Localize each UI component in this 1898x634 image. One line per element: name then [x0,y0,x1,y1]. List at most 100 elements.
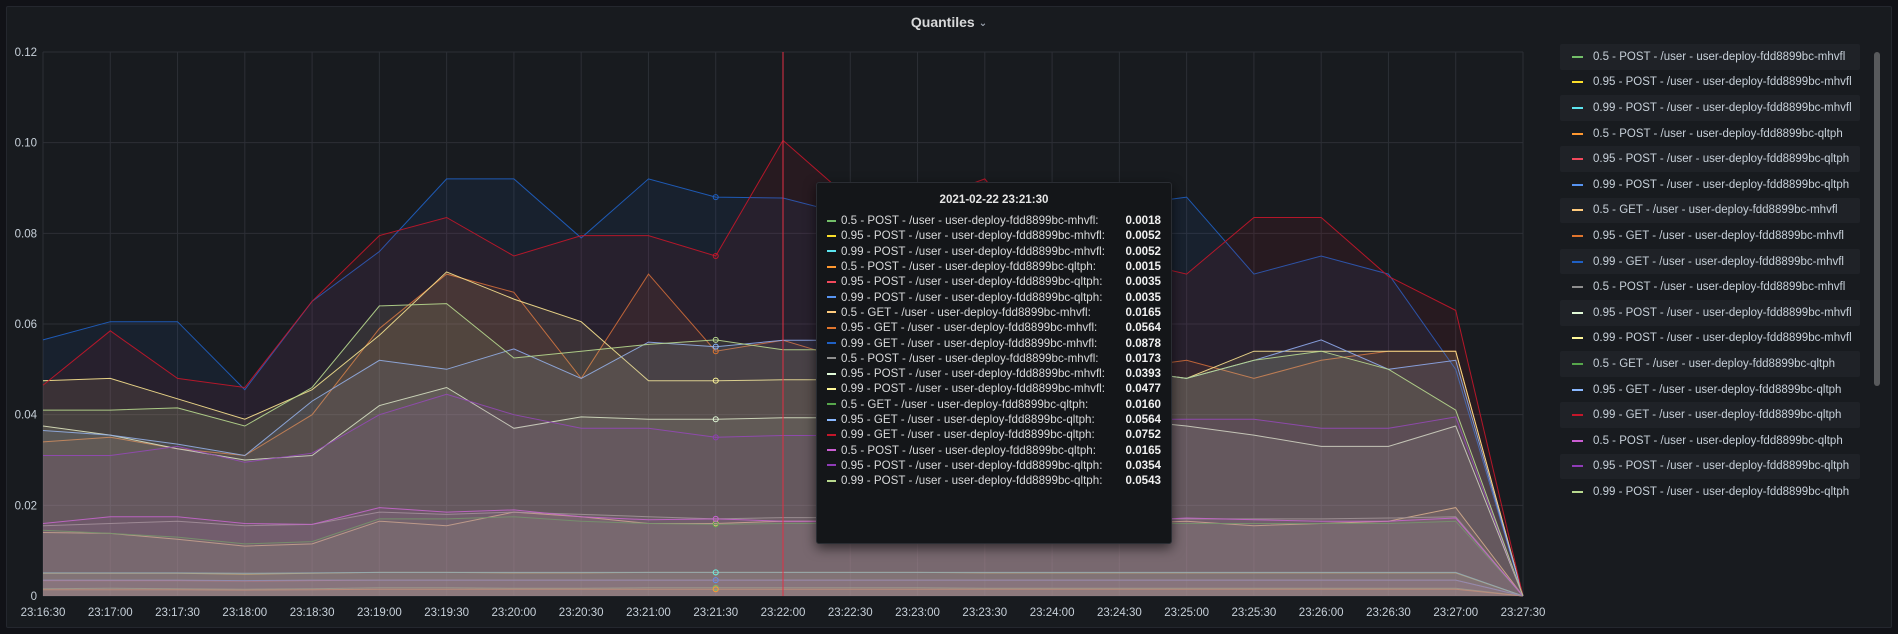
tooltip-swatch [827,449,836,452]
legend-item[interactable]: 0.95 - POST - /user - user-deploy-fdd889… [1560,453,1860,480]
legend-label: 0.95 - POST - /user - user-deploy-fdd889… [1593,76,1852,89]
tooltip-series-label: 0.99 - POST - /user - user-deploy-fdd889… [841,290,1103,304]
hover-point-14 [712,253,719,259]
x-tick-label: 23:22:00 [761,607,806,619]
tooltip-row: 0.95 - POST - /user - user-deploy-fdd889… [827,228,1161,243]
x-tick-label: 23:26:00 [1299,607,1344,619]
hover-point-10 [712,416,719,423]
legend-label: 0.95 - POST - /user - user-deploy-fdd889… [1593,153,1850,166]
tooltip-series-label: 0.99 - POST - /user - user-deploy-fdd889… [841,474,1103,488]
legend-label: 0.95 - GET - /user - user-deploy-fdd8899… [1593,229,1844,242]
legend-item[interactable]: 0.5 - POST - /user - user-deploy-fdd8899… [1560,428,1860,454]
hover-point-11 [712,377,719,384]
hover-point-5 [712,577,719,584]
legend-item[interactable]: 0.99 - POST - /user - user-deploy-fdd889… [1560,326,1860,352]
legend-item[interactable]: 0.5 - POST - /user - user-deploy-fdd8899… [1560,274,1860,300]
y-tick-label: 0.06 [15,319,37,331]
tooltip-series-label: 0.5 - GET - /user - user-deploy-fdd8899b… [841,305,1091,319]
tooltip-series-label: 0.95 - GET - /user - user-deploy-fdd8899… [841,413,1095,426]
chevron-down-icon[interactable]: ⌄ [978,18,988,29]
legend-swatch [1572,260,1583,263]
legend-scrollbar[interactable] [1874,52,1880,386]
legend-label: 0.5 - POST - /user - user-deploy-fdd8899… [1593,127,1843,140]
tooltip-title: 2021-02-22 23:21:30 [939,193,1049,206]
x-tick-label: 23:20:30 [559,607,604,619]
legend-item[interactable]: 0.99 - POST - /user - user-deploy-fdd889… [1560,172,1860,198]
hover-point-15 [712,515,719,522]
legend-swatch [1572,183,1583,186]
hover-point-13 [712,343,719,350]
tooltip-swatch [827,479,836,482]
legend-swatch [1572,286,1583,289]
tooltip-swatch [827,265,836,268]
legend-swatch [1572,362,1583,365]
legend-swatch [1572,388,1583,391]
tooltip-swatch [827,250,836,253]
hover-point-3 [712,586,719,593]
x-tick-label: 23:27:00 [1433,607,1478,619]
legend-label: 0.5 - POST - /user - user-deploy-fdd8899… [1593,50,1846,63]
y-tick-label: 0.12 [15,47,37,59]
legend-item[interactable]: 0.95 - GET - /user - user-deploy-fdd8899… [1560,377,1860,403]
x-tick-label: 23:16:30 [21,607,66,619]
legend-label: 0.95 - GET - /user - user-deploy-fdd8899… [1593,383,1842,396]
tooltip-series-label: 0.95 - GET - /user - user-deploy-fdd8899… [841,321,1098,335]
x-tick-label: 23:17:30 [155,607,200,619]
tooltip-series-value: 0.0564 [1125,321,1161,335]
tooltip-series-value: 0.0035 [1125,290,1161,304]
legend-item[interactable]: 0.5 - POST - /user - user-deploy-fdd8899… [1560,121,1860,147]
hover-tooltip: 2021-02-22 23:21:30 0.5 - POST - /user -… [816,182,1172,544]
x-tick-label: 23:24:00 [1030,607,1075,619]
tooltip-swatch [827,403,836,406]
tooltip-series-value: 0.0354 [1125,458,1161,472]
legend-item[interactable]: 0.5 - GET - /user - user-deploy-fdd8899b… [1560,351,1860,377]
legend-swatch [1572,490,1583,493]
panel-title-text[interactable]: Quantiles [910,14,975,30]
tooltip-row: 0.95 - GET - /user - user-deploy-fdd8899… [827,412,1161,427]
panel-title[interactable]: Quantiles ⌄ [7,14,1891,30]
tooltip-series-value: 0.0052 [1125,229,1161,243]
tooltip-swatch [827,372,836,375]
legend-swatch [1572,337,1583,340]
y-tick-label: 0.02 [15,500,37,512]
tooltip-row: 0.95 - POST - /user - user-deploy-fdd889… [827,274,1161,289]
legend-item[interactable]: 0.95 - GET - /user - user-deploy-fdd8899… [1560,223,1860,249]
legend-label: 0.5 - GET - /user - user-deploy-fdd8899b… [1593,357,1836,370]
legend-swatch [1572,439,1583,442]
tooltip-series-label: 0.95 - POST - /user - user-deploy-fdd889… [841,229,1105,243]
tooltip-series-value: 0.0165 [1125,443,1161,457]
x-tick-label: 23:22:30 [828,607,873,619]
tooltip-swatch [827,342,836,345]
legend-swatch [1572,465,1583,468]
tooltip-swatch [827,280,836,283]
x-tick-label: 23:21:00 [626,607,671,619]
tooltip-swatch [827,464,836,467]
legend-item[interactable]: 0.95 - POST - /user - user-deploy-fdd889… [1560,299,1860,326]
legend-item[interactable]: 0.5 - GET - /user - user-deploy-fdd8899b… [1560,197,1860,224]
legend-label: 0.99 - POST - /user - user-deploy-fdd889… [1593,178,1850,191]
x-tick-label: 23:18:30 [290,607,335,619]
tooltip-row: 0.95 - POST - /user - user-deploy-fdd889… [827,458,1161,473]
legend-item[interactable]: 0.95 - POST - /user - user-deploy-fdd889… [1560,70,1860,96]
tooltip-swatch [827,326,836,329]
tooltip-series-value: 0.0035 [1125,275,1161,289]
legend-label: 0.5 - POST - /user - user-deploy-fdd8899… [1593,281,1846,294]
tooltip-series-value: 0.0015 [1125,260,1161,274]
legend-item[interactable]: 0.95 - POST - /user - user-deploy-fdd889… [1560,146,1860,172]
tooltip-row: 0.95 - GET - /user - user-deploy-fdd8899… [827,320,1161,335]
tooltip-series-value: 0.0018 [1125,214,1161,228]
x-tick-label: 23:27:30 [1501,607,1546,619]
legend-item[interactable]: 0.99 - GET - /user - user-deploy-fdd8899… [1560,248,1860,275]
tooltip-series-value: 0.0160 [1125,397,1161,411]
legend-item[interactable]: 0.99 - GET - /user - user-deploy-fdd8899… [1560,402,1860,428]
y-tick-label: 0 [31,591,37,603]
legend-item[interactable]: 0.99 - POST - /user - user-deploy-fdd889… [1560,479,1860,505]
tooltip-series-label: 0.5 - POST - /user - user-deploy-fdd8899… [841,443,1096,457]
legend-item[interactable]: 0.99 - POST - /user - user-deploy-fdd889… [1560,95,1860,121]
tooltip-series-label: 0.5 - POST - /user - user-deploy-fdd8899… [841,260,1096,274]
x-tick-label: 23:25:00 [1164,607,1209,619]
legend-item[interactable]: 0.5 - POST - /user - user-deploy-fdd8899… [1560,44,1860,70]
x-tick-label: 23:17:00 [88,607,133,619]
legend-label: 0.99 - POST - /user - user-deploy-fdd889… [1593,332,1852,345]
tooltip-series-label: 0.99 - GET - /user - user-deploy-fdd8899… [841,428,1095,442]
